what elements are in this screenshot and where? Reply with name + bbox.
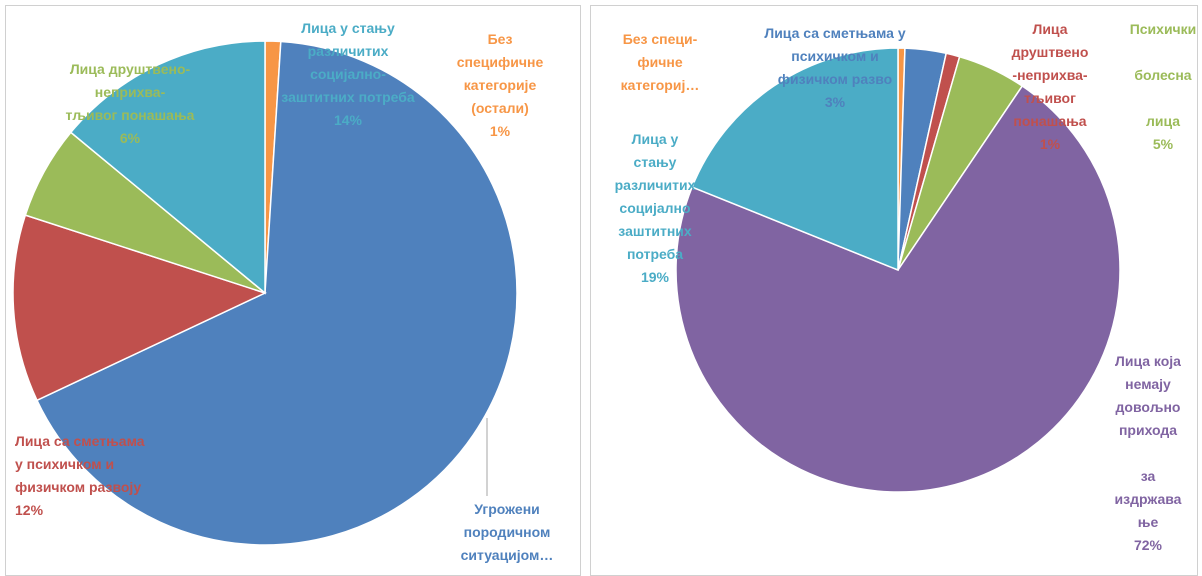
percent-label: 19% <box>640 269 670 285</box>
category-label: Лица у стању различитих социјално- зашти… <box>281 20 415 105</box>
pie-slice <box>691 47 899 272</box>
percent-label: 1% <box>489 123 511 139</box>
percent-label: 1% <box>1039 136 1061 152</box>
data-label: Психички болесна лица 5% <box>1063 18 1202 156</box>
percent-label: 14% <box>333 112 363 128</box>
data-label: Без специ- фичне категориј… <box>560 28 760 97</box>
percent-label: 6% <box>119 130 141 146</box>
pie-slice <box>69 40 266 295</box>
percent-label: 12% <box>15 502 44 518</box>
category-label: Лица која немају довољно прихода за издр… <box>1114 353 1182 530</box>
data-label: Угрожени породичном ситуацијом… <box>407 498 607 567</box>
data-label: Лица са сметњама у психичком и физичком … <box>735 22 935 114</box>
category-label: Лица друштвено -неприхва- тљивог понашањ… <box>1011 21 1089 129</box>
category-label: Без специфичне категорије (остали) <box>456 31 544 116</box>
percent-label: 3% <box>824 94 846 110</box>
data-label: Без специфичне категорије (остали) 1% <box>400 28 600 143</box>
data-label: Лица која немају довољно прихода за издр… <box>1048 350 1202 557</box>
category-label: Психички болесна лица <box>1129 21 1197 129</box>
category-label: Лица у стању различитих социјално заштит… <box>614 131 696 262</box>
pie-slice <box>12 214 268 402</box>
percent-label: 5% <box>1152 136 1174 152</box>
data-label: Лица са сметњама у психичком и физичком … <box>15 430 215 522</box>
category-label: Угрожени породичном ситуацијом… <box>460 501 554 563</box>
data-label: Лица друштвено -неприхва- тљивог понашањ… <box>950 18 1150 156</box>
pie-slice <box>675 84 1121 493</box>
category-label: Лица друштвено- неприхва- тљивог понашањ… <box>65 61 195 123</box>
data-label: Лица друштвено- неприхва- тљивог понашањ… <box>30 58 230 150</box>
category-label: Лица са сметњама у психичком и физичком … <box>764 25 906 87</box>
category-label: Лица са сметњама у психичком и физичком … <box>15 433 145 495</box>
data-label: Лица у стању различитих социјално заштит… <box>555 128 755 289</box>
category-label: Без специ- фичне категориј… <box>620 31 700 93</box>
data-label: Лица у стању различитих социјално- зашти… <box>248 17 448 132</box>
pie-slice <box>35 40 518 546</box>
percent-label: 72% <box>1133 537 1163 553</box>
